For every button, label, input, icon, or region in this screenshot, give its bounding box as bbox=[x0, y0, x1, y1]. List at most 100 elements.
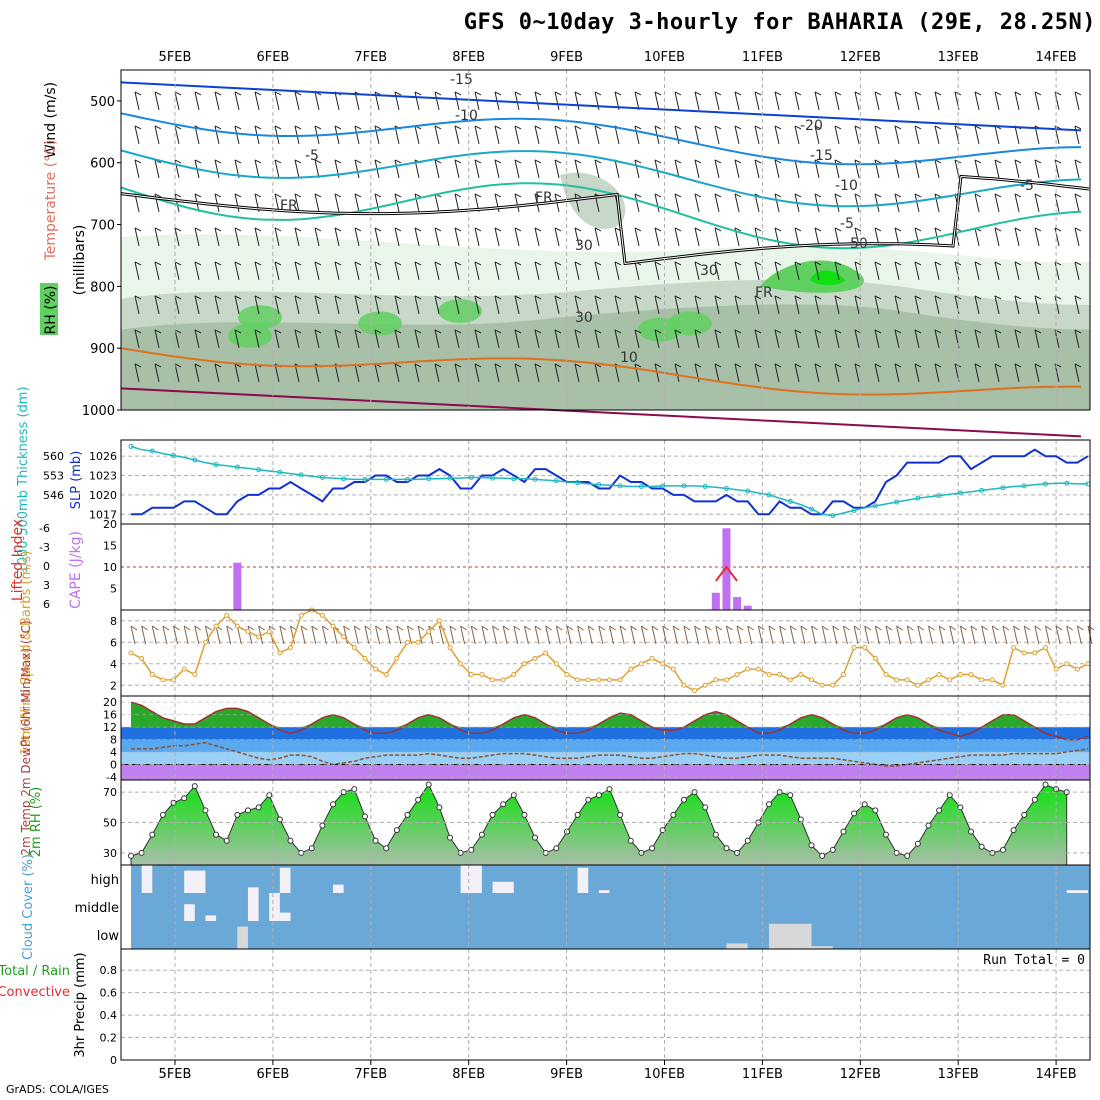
wind-barb bbox=[1074, 261, 1082, 266]
wind-barb bbox=[864, 625, 870, 645]
wind-barb bbox=[574, 329, 580, 349]
wind-speed-marker bbox=[192, 672, 198, 677]
wind-barb bbox=[994, 91, 1000, 111]
wind-barb bbox=[614, 125, 620, 145]
wind-barb bbox=[354, 363, 360, 383]
wind-barb bbox=[554, 125, 562, 130]
contour-label: FR bbox=[535, 190, 553, 206]
top-date-label: 5FEB bbox=[159, 50, 192, 65]
wind-barb bbox=[914, 125, 922, 130]
wind-barb bbox=[234, 329, 242, 334]
wind-barb bbox=[814, 91, 820, 111]
rh-marker bbox=[1042, 781, 1049, 788]
wind-barb bbox=[938, 625, 946, 631]
wind-barb bbox=[274, 261, 282, 266]
cloud-row-label: high bbox=[91, 873, 119, 888]
wind-barb bbox=[555, 625, 561, 645]
contour-label: -5 bbox=[305, 148, 319, 164]
thickness-marker bbox=[872, 503, 878, 509]
wind-speed-marker bbox=[234, 623, 240, 629]
wind-barb bbox=[414, 295, 420, 315]
cape-tick-label: 20 bbox=[103, 518, 117, 531]
wind-barb bbox=[554, 227, 560, 247]
wind-barb bbox=[454, 329, 462, 334]
wind-barb bbox=[134, 91, 140, 111]
rh-marker bbox=[978, 843, 985, 850]
thickness-marker bbox=[681, 483, 687, 489]
wind-barb bbox=[194, 91, 200, 111]
wind-barb bbox=[434, 125, 442, 130]
wind-barb bbox=[715, 625, 723, 631]
lifted-axis-label: Lifted Index bbox=[10, 519, 26, 601]
wind-barb bbox=[634, 295, 640, 315]
contour-label: FR bbox=[755, 285, 773, 301]
wind-barb bbox=[154, 125, 162, 130]
wind-barb bbox=[183, 625, 191, 631]
wind-barb bbox=[914, 363, 922, 368]
wind-barb bbox=[314, 91, 320, 111]
chart-title: GFS 0~10day 3-hourly for BAHARIA (29E, 2… bbox=[463, 10, 1096, 35]
wind-barb bbox=[173, 625, 180, 631]
wind-barb bbox=[874, 363, 882, 368]
wind-barb bbox=[194, 261, 200, 281]
wind-barb bbox=[174, 329, 180, 349]
rh-marker bbox=[500, 801, 507, 808]
wind-barb bbox=[354, 261, 360, 281]
wind-speed-marker bbox=[1074, 666, 1080, 672]
wind-barb bbox=[534, 227, 542, 232]
wind-barb bbox=[534, 193, 542, 198]
wind-barb bbox=[234, 193, 240, 213]
thickness-marker bbox=[468, 474, 474, 480]
wind-barb bbox=[314, 193, 322, 198]
wind-barb bbox=[214, 193, 222, 198]
wind-barb bbox=[174, 261, 180, 281]
wind-barb bbox=[894, 227, 902, 232]
wind-barb bbox=[949, 625, 955, 645]
wind-barb bbox=[654, 159, 660, 179]
thickness-marker bbox=[745, 488, 751, 494]
cloud-axis-label: Cloud Cover (%) bbox=[21, 854, 36, 960]
wind-barb bbox=[234, 295, 242, 300]
wind-barb bbox=[914, 329, 920, 349]
wind-barb bbox=[574, 125, 580, 145]
wind-barb bbox=[874, 363, 880, 383]
wind-barb bbox=[754, 329, 762, 334]
wind-barb bbox=[394, 227, 400, 247]
wind-barb bbox=[574, 363, 582, 368]
wind-barb bbox=[258, 625, 264, 645]
wind-barb bbox=[294, 125, 302, 130]
wind-barb bbox=[854, 295, 860, 315]
thickness-marker bbox=[362, 476, 368, 482]
wind-barb bbox=[454, 363, 462, 368]
wind-barb bbox=[354, 295, 362, 300]
wind-barb bbox=[334, 261, 342, 266]
wind-barb bbox=[434, 227, 440, 247]
wind-barb bbox=[134, 125, 140, 145]
wind-barb bbox=[634, 91, 642, 96]
wind-barb bbox=[494, 363, 502, 368]
wind-barb bbox=[385, 625, 393, 631]
wind-barb bbox=[414, 363, 420, 383]
thickness-marker bbox=[319, 474, 325, 480]
wind-speed-marker bbox=[607, 677, 612, 683]
wind-barb bbox=[1034, 295, 1040, 315]
rh-marker bbox=[149, 831, 156, 838]
rh-marker bbox=[415, 796, 422, 803]
lifted-index-line bbox=[715, 565, 738, 582]
wind-barb bbox=[554, 295, 562, 300]
wind-barb bbox=[641, 625, 648, 631]
wind-barb bbox=[834, 227, 842, 232]
wind-barb bbox=[821, 625, 827, 645]
wind-barb bbox=[134, 295, 142, 300]
wind-barb bbox=[934, 295, 942, 300]
wind-barb bbox=[214, 363, 220, 383]
rh-marker bbox=[957, 804, 964, 811]
top-date-label: 7FEB bbox=[354, 50, 387, 65]
wind-barb bbox=[814, 125, 822, 130]
wind-barb bbox=[894, 329, 902, 334]
wind-barb bbox=[674, 91, 682, 96]
wind-barb bbox=[214, 261, 222, 266]
wind-barb bbox=[654, 91, 662, 96]
wind-barb bbox=[151, 625, 159, 631]
wind-barb bbox=[754, 261, 762, 266]
